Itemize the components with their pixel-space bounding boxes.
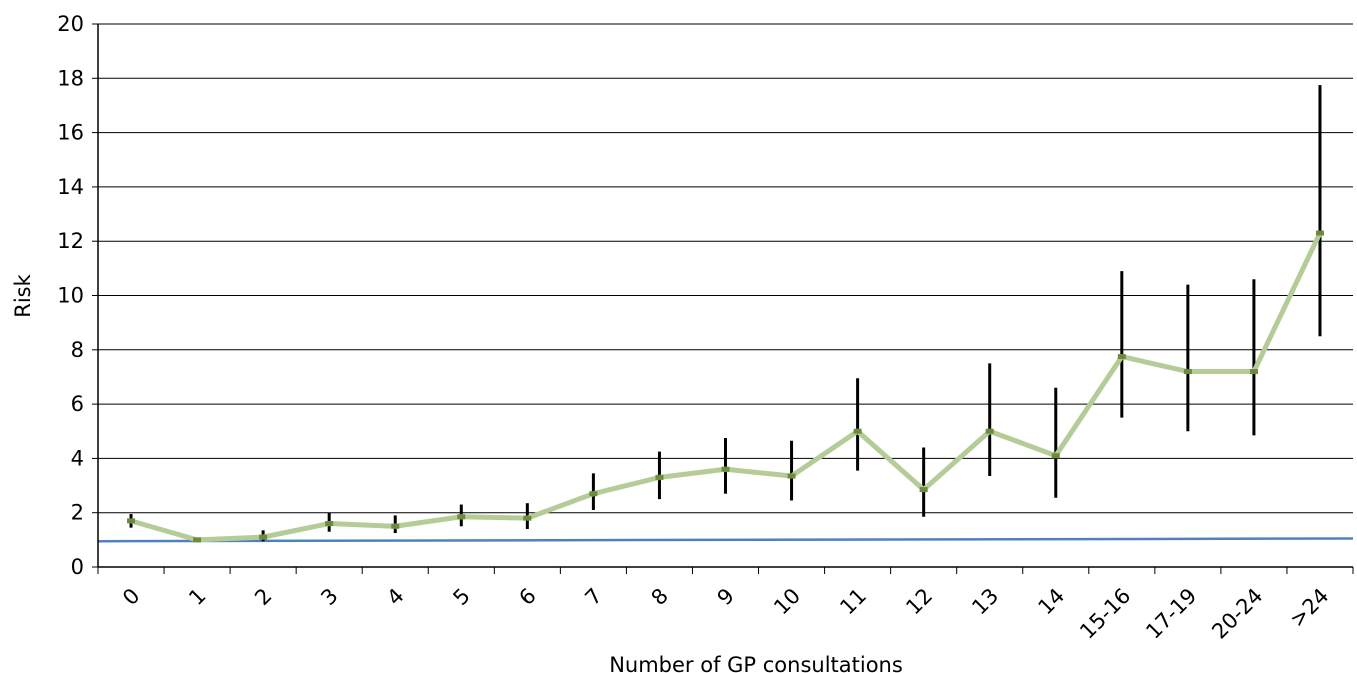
data-point — [1183, 369, 1192, 375]
x-tick-label: 11 — [835, 584, 871, 620]
data-point — [259, 534, 268, 540]
data-point — [853, 428, 862, 434]
x-tick-label: 12 — [901, 584, 937, 620]
x-tick-label: 1 — [184, 584, 210, 610]
data-point — [1117, 354, 1126, 360]
x-tick-label: 14 — [1033, 584, 1069, 620]
reference-line — [97, 537, 1354, 543]
y-tick-label: 16 — [57, 121, 84, 145]
x-tick-label: 6 — [514, 584, 540, 610]
data-point — [589, 491, 598, 497]
y-tick-label: 18 — [57, 66, 84, 90]
y-tick-label: 0 — [71, 555, 84, 579]
data-point — [919, 487, 928, 493]
x-tick-label: 7 — [581, 584, 607, 610]
x-tick-label: 3 — [316, 584, 342, 610]
y-axis-ticks: 0 2 4 6 8 10 12 14 16 18 20 — [57, 12, 98, 579]
y-tick-label: 20 — [57, 12, 84, 36]
x-tick-label: 15-16 — [1075, 584, 1135, 644]
y-tick-label: 10 — [57, 284, 84, 308]
data-point — [391, 523, 400, 529]
x-tick-label: 5 — [448, 584, 474, 610]
data-point — [193, 537, 202, 543]
y-tick-label: 12 — [57, 229, 84, 253]
data-point — [985, 428, 994, 434]
y-axis-title: Risk — [11, 273, 35, 317]
data-point — [457, 514, 466, 520]
x-tick-label: 0 — [118, 584, 144, 610]
data-point — [1249, 369, 1258, 375]
grid-lines — [98, 23, 1353, 514]
x-axis-ticks: 0 1 2 3 4 5 6 7 8 9 10 11 12 13 14 15-16 17-19 20-24 >24 — [97, 567, 1354, 644]
x-tick-label: 2 — [250, 584, 276, 610]
data-point — [787, 473, 796, 479]
x-tick-label: 20-24 — [1207, 584, 1267, 644]
x-tick-label: 17-19 — [1141, 584, 1201, 644]
x-axis-title: Number of GP consultations — [609, 653, 903, 673]
y-tick-label: 6 — [71, 392, 84, 416]
y-tick-label: 2 — [71, 501, 84, 525]
y-tick-label: 8 — [71, 338, 84, 362]
y-tick-label: 14 — [57, 175, 84, 199]
x-tick-label: 10 — [769, 584, 805, 620]
x-tick-label: 4 — [382, 584, 408, 610]
x-tick-label: 13 — [967, 584, 1003, 620]
x-tick-label: >24 — [1285, 584, 1333, 632]
data-point — [1051, 453, 1060, 459]
x-tick-label: 9 — [713, 584, 739, 610]
error-bars — [129, 85, 1322, 542]
y-tick-label: 4 — [71, 446, 84, 470]
data-point — [655, 474, 664, 480]
data-point — [325, 521, 334, 527]
series-line — [130, 231, 1323, 543]
data-point — [1315, 230, 1324, 236]
data-point — [721, 466, 730, 472]
data-point — [523, 515, 532, 521]
data-point — [127, 518, 136, 524]
x-tick-label: 8 — [647, 584, 673, 610]
data-points — [127, 230, 1324, 543]
